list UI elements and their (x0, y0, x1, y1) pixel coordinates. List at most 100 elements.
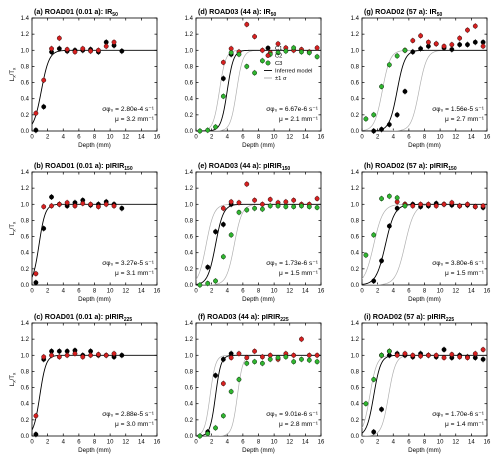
data-point-c2 (88, 352, 93, 358)
data-point-c2 (291, 352, 297, 358)
data-point-c1 (205, 264, 211, 270)
data-point-c2 (252, 348, 257, 354)
data-point-c2 (449, 352, 455, 357)
data-point-c2 (56, 354, 62, 360)
panel-h: (h) ROAD02 (57 a): pIRIR150 0 2 4 6 8 10 12 14 16… (351, 161, 491, 303)
x-tick-label: 2 (46, 135, 50, 141)
data-point-c3 (228, 389, 234, 395)
x-tick-label: 4 (392, 289, 396, 295)
data-point-c1 (119, 352, 125, 358)
y-tick-label: 1.4 (21, 321, 30, 327)
data-point-c3 (314, 54, 320, 60)
data-point-c2 (457, 354, 463, 360)
data-point-c2 (33, 110, 39, 116)
y-tick-label: 0.0 (351, 129, 360, 135)
x-axis-label: Depth (mm) (78, 447, 111, 454)
data-point-c1 (56, 46, 62, 52)
annotation-sigma-phi: σφ₀ = 9.01e-6 s⁻¹ (266, 411, 319, 418)
x-tick-label: 12 (452, 289, 459, 295)
data-point-c3 (283, 354, 289, 360)
annotation-sigma-phi: σφ₀ = 1.73e-6 s⁻¹ (266, 260, 319, 267)
y-tick-label: 0.0 (185, 129, 194, 135)
x-tick-label: 6 (407, 440, 411, 446)
data-point-c2 (299, 336, 304, 342)
y-tick-label: 0.6 (185, 81, 194, 87)
panel-title: (c) ROAD01 (0.01 a): pIRIR225 (34, 312, 132, 323)
y-tick-label: 0.4 (21, 402, 30, 408)
y-tick-label: 0.0 (21, 434, 30, 440)
y-tick-label: 0.4 (185, 97, 194, 103)
data-point-c3 (299, 203, 304, 209)
data-point-c1 (33, 280, 39, 285)
data-point-c2 (64, 352, 70, 358)
data-point-c1 (33, 431, 39, 437)
data-point-c3 (244, 360, 250, 366)
data-point-c3 (205, 280, 211, 286)
y-axis-label: Lx/Tx (9, 67, 17, 81)
x-tick-label: 8 (93, 135, 97, 141)
data-point-c1 (457, 42, 463, 48)
data-point-c3 (228, 50, 234, 56)
data-point-c1 (394, 112, 400, 118)
data-point-c2 (33, 413, 39, 419)
x-tick-label: 4 (392, 135, 396, 141)
y-tick-label: 0.4 (185, 402, 194, 408)
data-point-c3 (236, 51, 242, 57)
data-point-c1 (119, 48, 125, 54)
model-curve (32, 49, 157, 125)
data-point-c3 (306, 204, 312, 210)
x-tick-label: 4 (62, 135, 66, 141)
panel-b: (b) ROAD01 (0.01 a): pIRIR150 0 2 4 6 8 10 12 14… (9, 161, 161, 303)
x-axis-label: Depth (mm) (242, 142, 275, 149)
y-tick-label: 0.4 (185, 251, 194, 257)
annotation-mu: μ = 3.2 mm⁻¹ (115, 116, 155, 123)
x-tick-label: 8 (423, 135, 427, 141)
data-point-c3 (252, 70, 257, 76)
data-point-c3 (314, 359, 320, 365)
y-tick-label: 0.6 (351, 386, 360, 392)
panel-title: (b) ROAD01 (0.01 a): pIRIR150 (34, 161, 133, 172)
data-point-c2 (426, 39, 431, 45)
data-point-c2 (441, 355, 447, 361)
data-point-c1 (410, 49, 416, 55)
x-tick-label: 10 (271, 440, 278, 446)
data-point-c3 (371, 232, 377, 238)
data-point-c3 (205, 431, 211, 436)
data-point-c3 (394, 195, 400, 201)
x-tick-label: 10 (107, 135, 114, 141)
data-point-c2 (228, 355, 234, 361)
y-tick-label: 1.2 (351, 186, 360, 192)
data-point-c2 (111, 351, 117, 357)
data-point-c1 (386, 122, 392, 127)
data-point-c3 (197, 282, 203, 288)
data-point-c2 (41, 204, 47, 210)
data-point-c1 (402, 89, 408, 94)
x-tick-label: 8 (93, 440, 97, 446)
y-tick-label: 1.0 (351, 202, 360, 208)
y-tick-label: 0.2 (21, 267, 30, 273)
data-point-c2 (41, 354, 47, 360)
y-tick-label: 0.4 (21, 97, 30, 103)
x-tick-label: 0 (360, 135, 364, 141)
y-tick-label: 1.2 (21, 32, 30, 38)
x-tick-label: 6 (77, 289, 81, 295)
data-point-c3 (299, 356, 304, 362)
x-tick-label: 16 (318, 440, 325, 446)
data-point-c3 (267, 203, 273, 209)
x-tick-label: 4 (392, 440, 396, 446)
y-tick-label: 0.6 (185, 235, 194, 241)
annotation-mu: μ = 3.0 mm⁻¹ (115, 421, 155, 428)
data-point-c2 (291, 197, 297, 203)
x-tick-label: 10 (271, 135, 278, 141)
y-tick-label: 1.2 (185, 32, 194, 38)
x-axis-label: Depth (mm) (242, 447, 275, 454)
data-point-c2 (314, 45, 320, 51)
x-tick-label: 10 (107, 289, 114, 295)
y-tick-label: 0.2 (351, 113, 360, 119)
y-tick-label: 0.6 (21, 386, 30, 392)
model-curve (196, 354, 321, 436)
data-point-c3 (220, 413, 226, 419)
data-point-c3 (275, 50, 281, 56)
y-tick-label: 0.2 (21, 418, 30, 424)
y-tick-label: 0.0 (21, 129, 30, 135)
